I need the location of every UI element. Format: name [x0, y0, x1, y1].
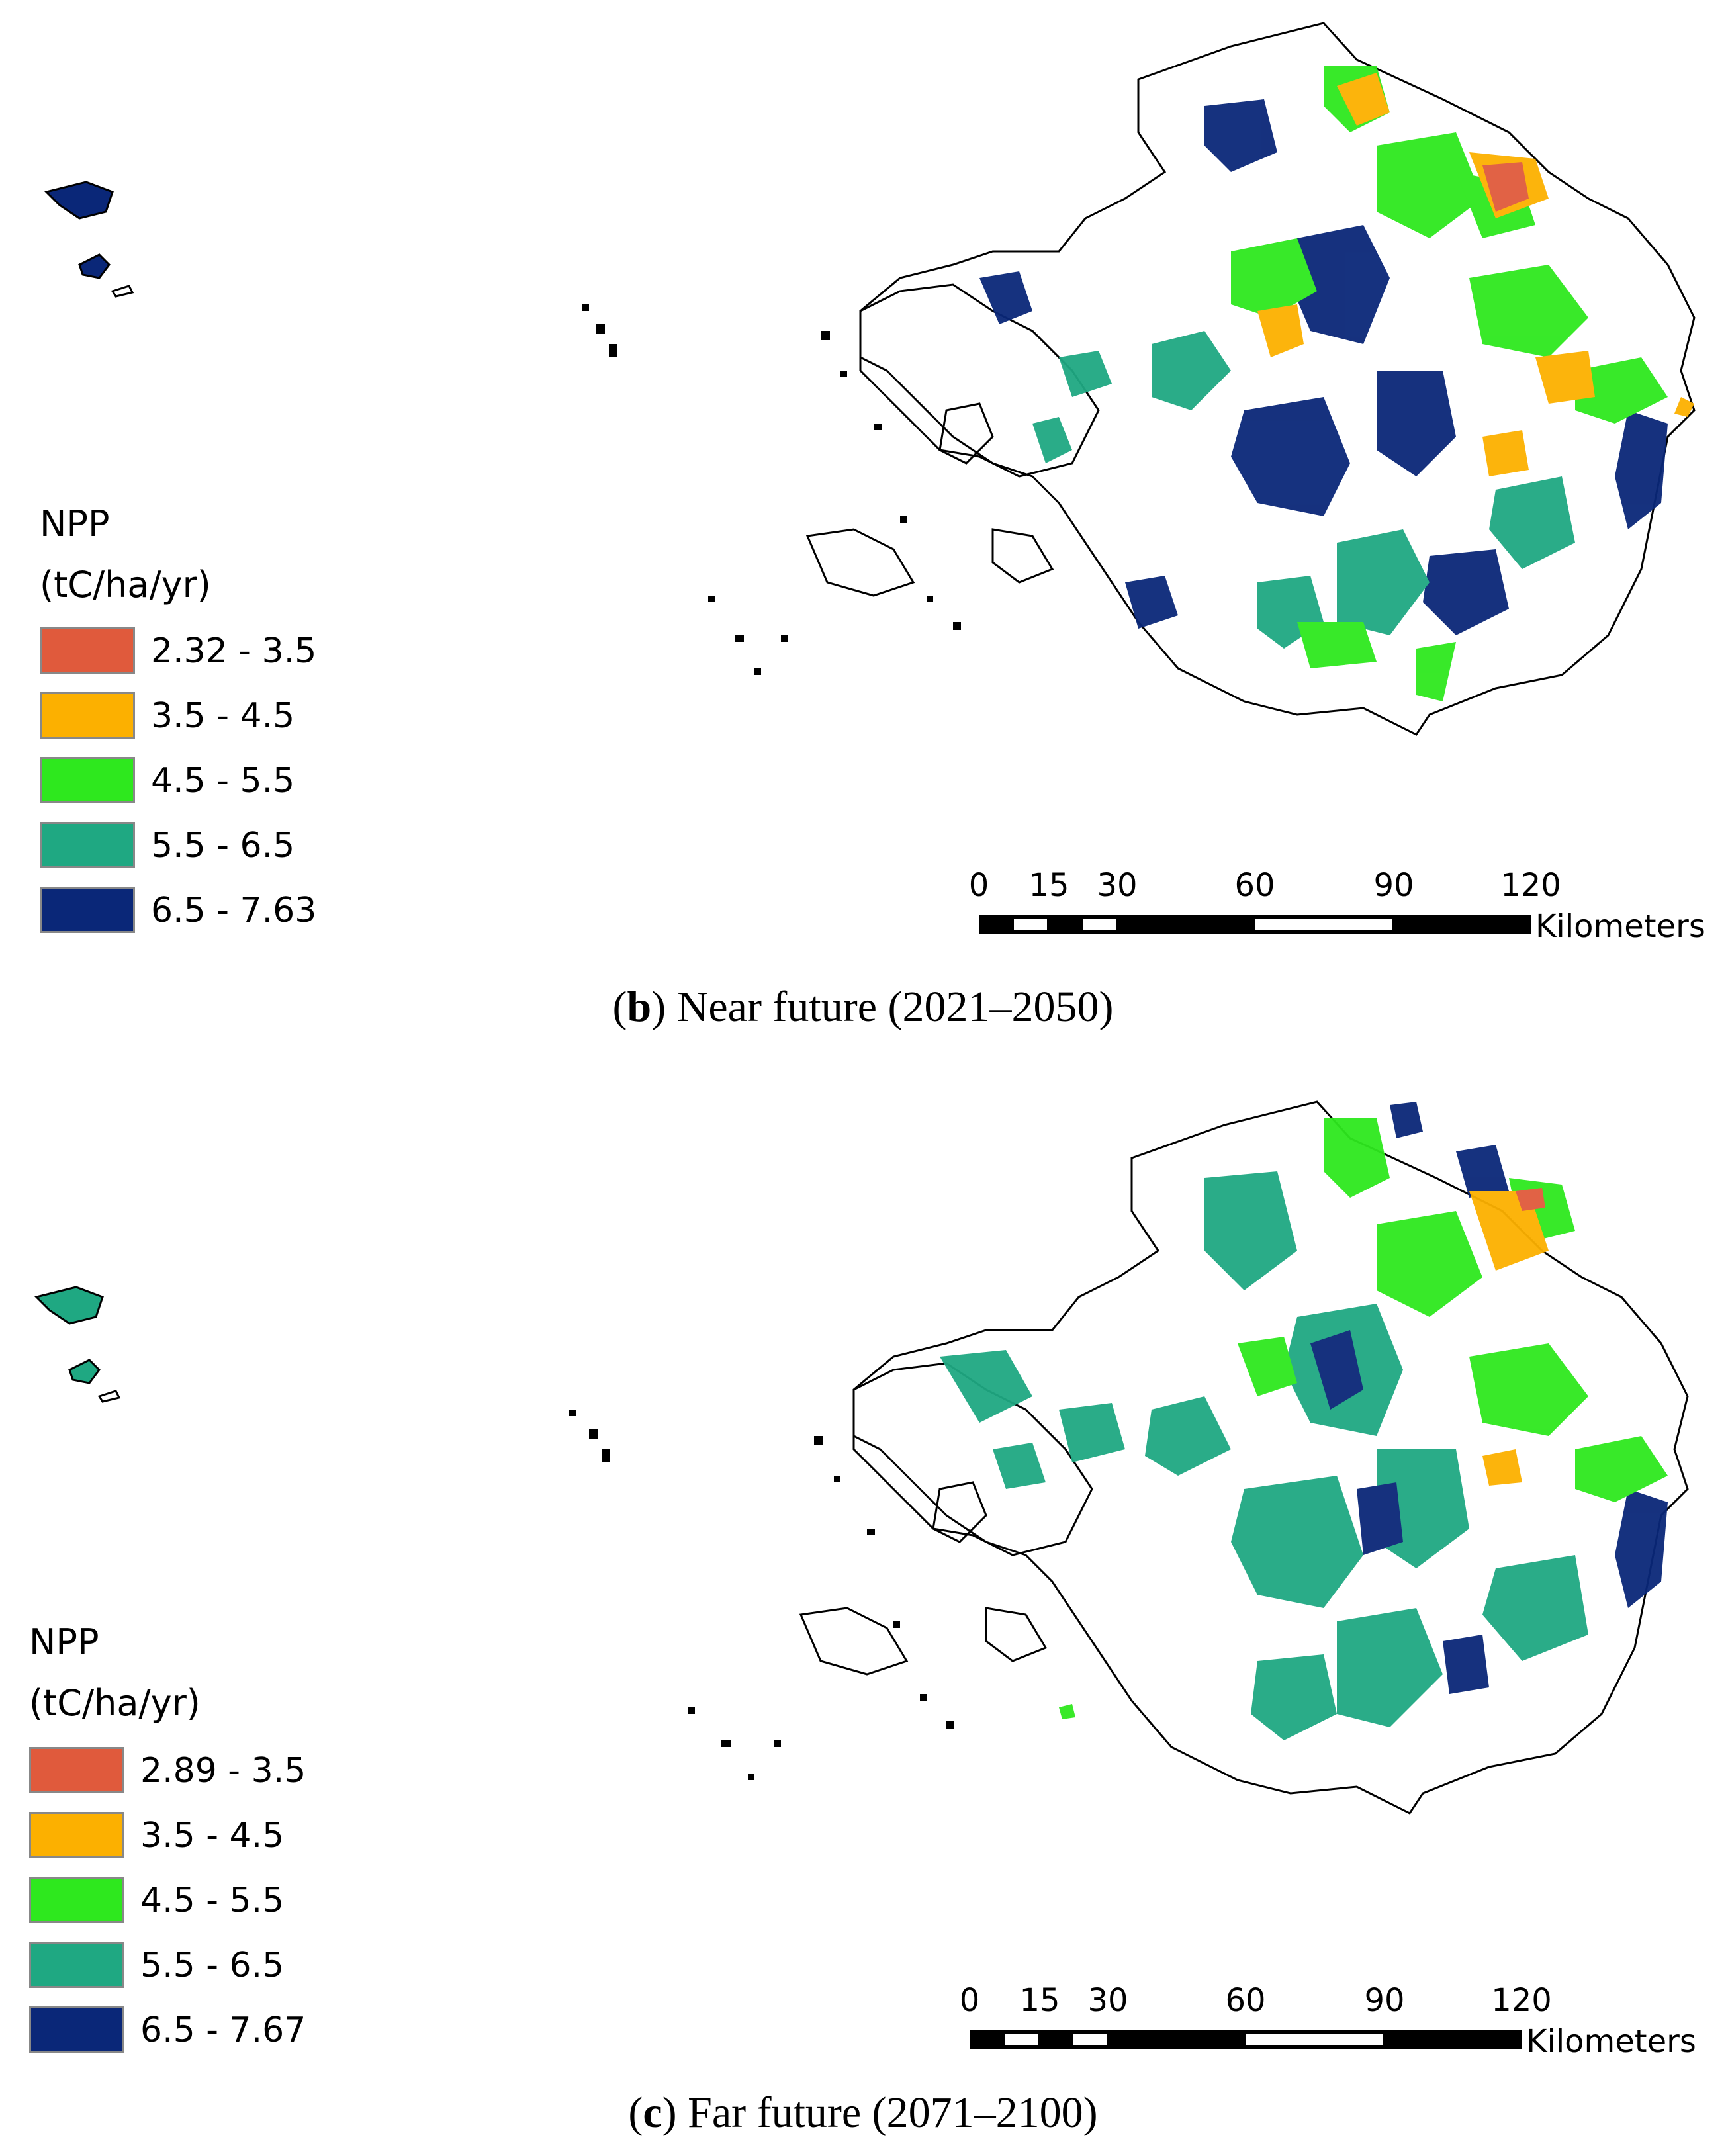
legend-label: 3.5 - 4.5	[151, 696, 295, 736]
legend-title-npp: NPP	[40, 503, 110, 545]
npp-patches	[979, 66, 1694, 701]
map-panel-far-future: NPP (tC/ha/yr) 2.89 - 3.5 3.5 - 4.5 4.5 …	[0, 1079, 1726, 2156]
scale-tick-label: 15	[1019, 1982, 1060, 2019]
small-islands	[582, 304, 961, 675]
legend-label: 3.5 - 4.5	[140, 1816, 285, 1856]
island-outline	[991, 528, 1054, 584]
figure-caption: (b) Near future (2021–2050)	[612, 983, 1114, 1031]
legend-swatch	[29, 1812, 124, 1858]
scale-tick-label: 30	[1087, 1982, 1128, 2019]
island-outline	[799, 1607, 909, 1676]
legend-label: 6.5 - 7.67	[140, 2010, 306, 2050]
scale-tick-label: 90	[1373, 867, 1414, 904]
legend-swatch	[29, 2006, 124, 2053]
caption-letter: c	[643, 2089, 662, 2137]
legend-swatch	[40, 887, 135, 933]
scale-bar-graphic	[979, 915, 1531, 934]
legend-title-unit: (tC/ha/yr)	[29, 1682, 201, 1724]
legend-label: 4.5 - 5.5	[151, 761, 295, 801]
legend-label: 5.5 - 6.5	[151, 826, 295, 866]
scale-unit-label: Kilometers	[1535, 908, 1705, 945]
legend-swatch	[40, 627, 135, 674]
scale-tick-label: 30	[1097, 867, 1138, 904]
figure-caption: (c) Far future (2071–2100)	[628, 2089, 1098, 2137]
legend-swatch	[29, 1877, 124, 1923]
northwest-islets	[44, 181, 134, 298]
legend-swatch	[29, 1942, 124, 1988]
npp-map-far-future	[34, 1100, 1689, 1815]
scale-unit-label: Kilometers	[1526, 2023, 1696, 2060]
caption-text: Far future (2071–2100)	[688, 2089, 1098, 2137]
legend-title-npp: NPP	[29, 1621, 99, 1663]
npp-patches	[940, 1102, 1668, 1740]
legend-label: 2.32 - 3.5	[151, 631, 317, 671]
legend-title-unit: (tC/ha/yr)	[40, 564, 211, 606]
legend-label: 5.5 - 6.5	[140, 1946, 285, 1985]
scale-tick-label: 90	[1364, 1982, 1405, 2019]
scale-bar-graphic	[970, 2030, 1522, 2049]
scale-tick-label: 0	[959, 1982, 980, 2019]
west-coast-outline	[859, 283, 1100, 478]
scale-tick-label: 0	[968, 867, 989, 904]
island-outline	[938, 402, 994, 465]
legend-swatch	[40, 757, 135, 803]
northwest-islets	[34, 1286, 121, 1403]
legend-label: 2.89 - 3.5	[140, 1751, 306, 1791]
legend-swatch	[40, 692, 135, 739]
caption-text: Near future (2021–2050)	[676, 983, 1114, 1031]
npp-map-near-future	[44, 22, 1696, 736]
legend-swatch	[40, 822, 135, 868]
island-outline	[985, 1607, 1048, 1662]
legend-label: 4.5 - 5.5	[140, 1881, 285, 1920]
scale-tick-label: 120	[1500, 867, 1561, 904]
scale-tick-label: 120	[1491, 1982, 1552, 2019]
caption-letter: b	[627, 983, 652, 1031]
island-outline	[805, 528, 915, 597]
island-outline	[932, 1481, 987, 1543]
legend-swatch	[29, 1747, 124, 1793]
scale-tick-label: 15	[1028, 867, 1069, 904]
small-islands	[569, 1410, 954, 1780]
legend-label: 6.5 - 7.63	[151, 891, 317, 930]
scale-bar: 0 15 30 60 90 120 Kilometers	[957, 1982, 1711, 2060]
scale-tick-label: 60	[1234, 867, 1275, 904]
map-panel-near-future: NPP (tC/ha/yr) 2.32 - 3.5 3.5 - 4.5 4.5 …	[0, 0, 1726, 1077]
scale-bar: 0 15 30 60 90 120 Kilometers	[966, 867, 1707, 945]
scale-tick-label: 60	[1225, 1982, 1266, 2019]
